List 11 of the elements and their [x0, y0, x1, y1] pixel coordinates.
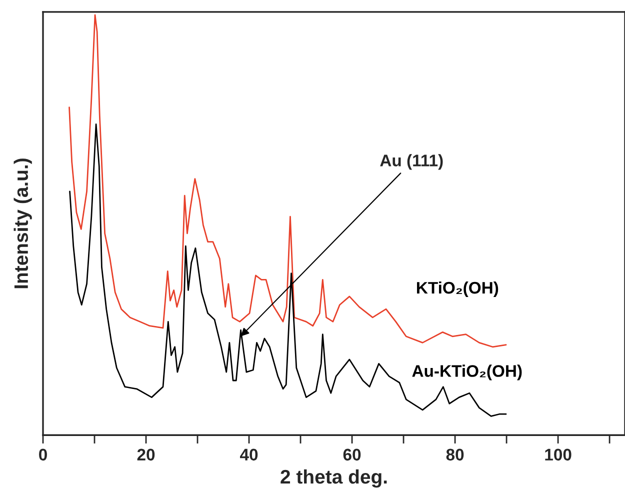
annotation: Au (111): [380, 154, 443, 170]
series-label: KTiO₂(OH): [417, 281, 498, 297]
x-tick-label: 20: [137, 448, 155, 461]
x-tick-label: 60: [343, 448, 361, 461]
y-axis-title: Intensity (a.u.): [14, 158, 32, 288]
series-label: Au-KTiO₂(OH): [412, 364, 522, 380]
x-tick-label: 0: [39, 448, 47, 461]
x-tick-label: 80: [446, 448, 464, 461]
x-tick-label: 100: [545, 448, 572, 461]
x-axis-title: 2 theta deg.: [280, 469, 387, 488]
x-tick-label: 40: [240, 448, 258, 461]
